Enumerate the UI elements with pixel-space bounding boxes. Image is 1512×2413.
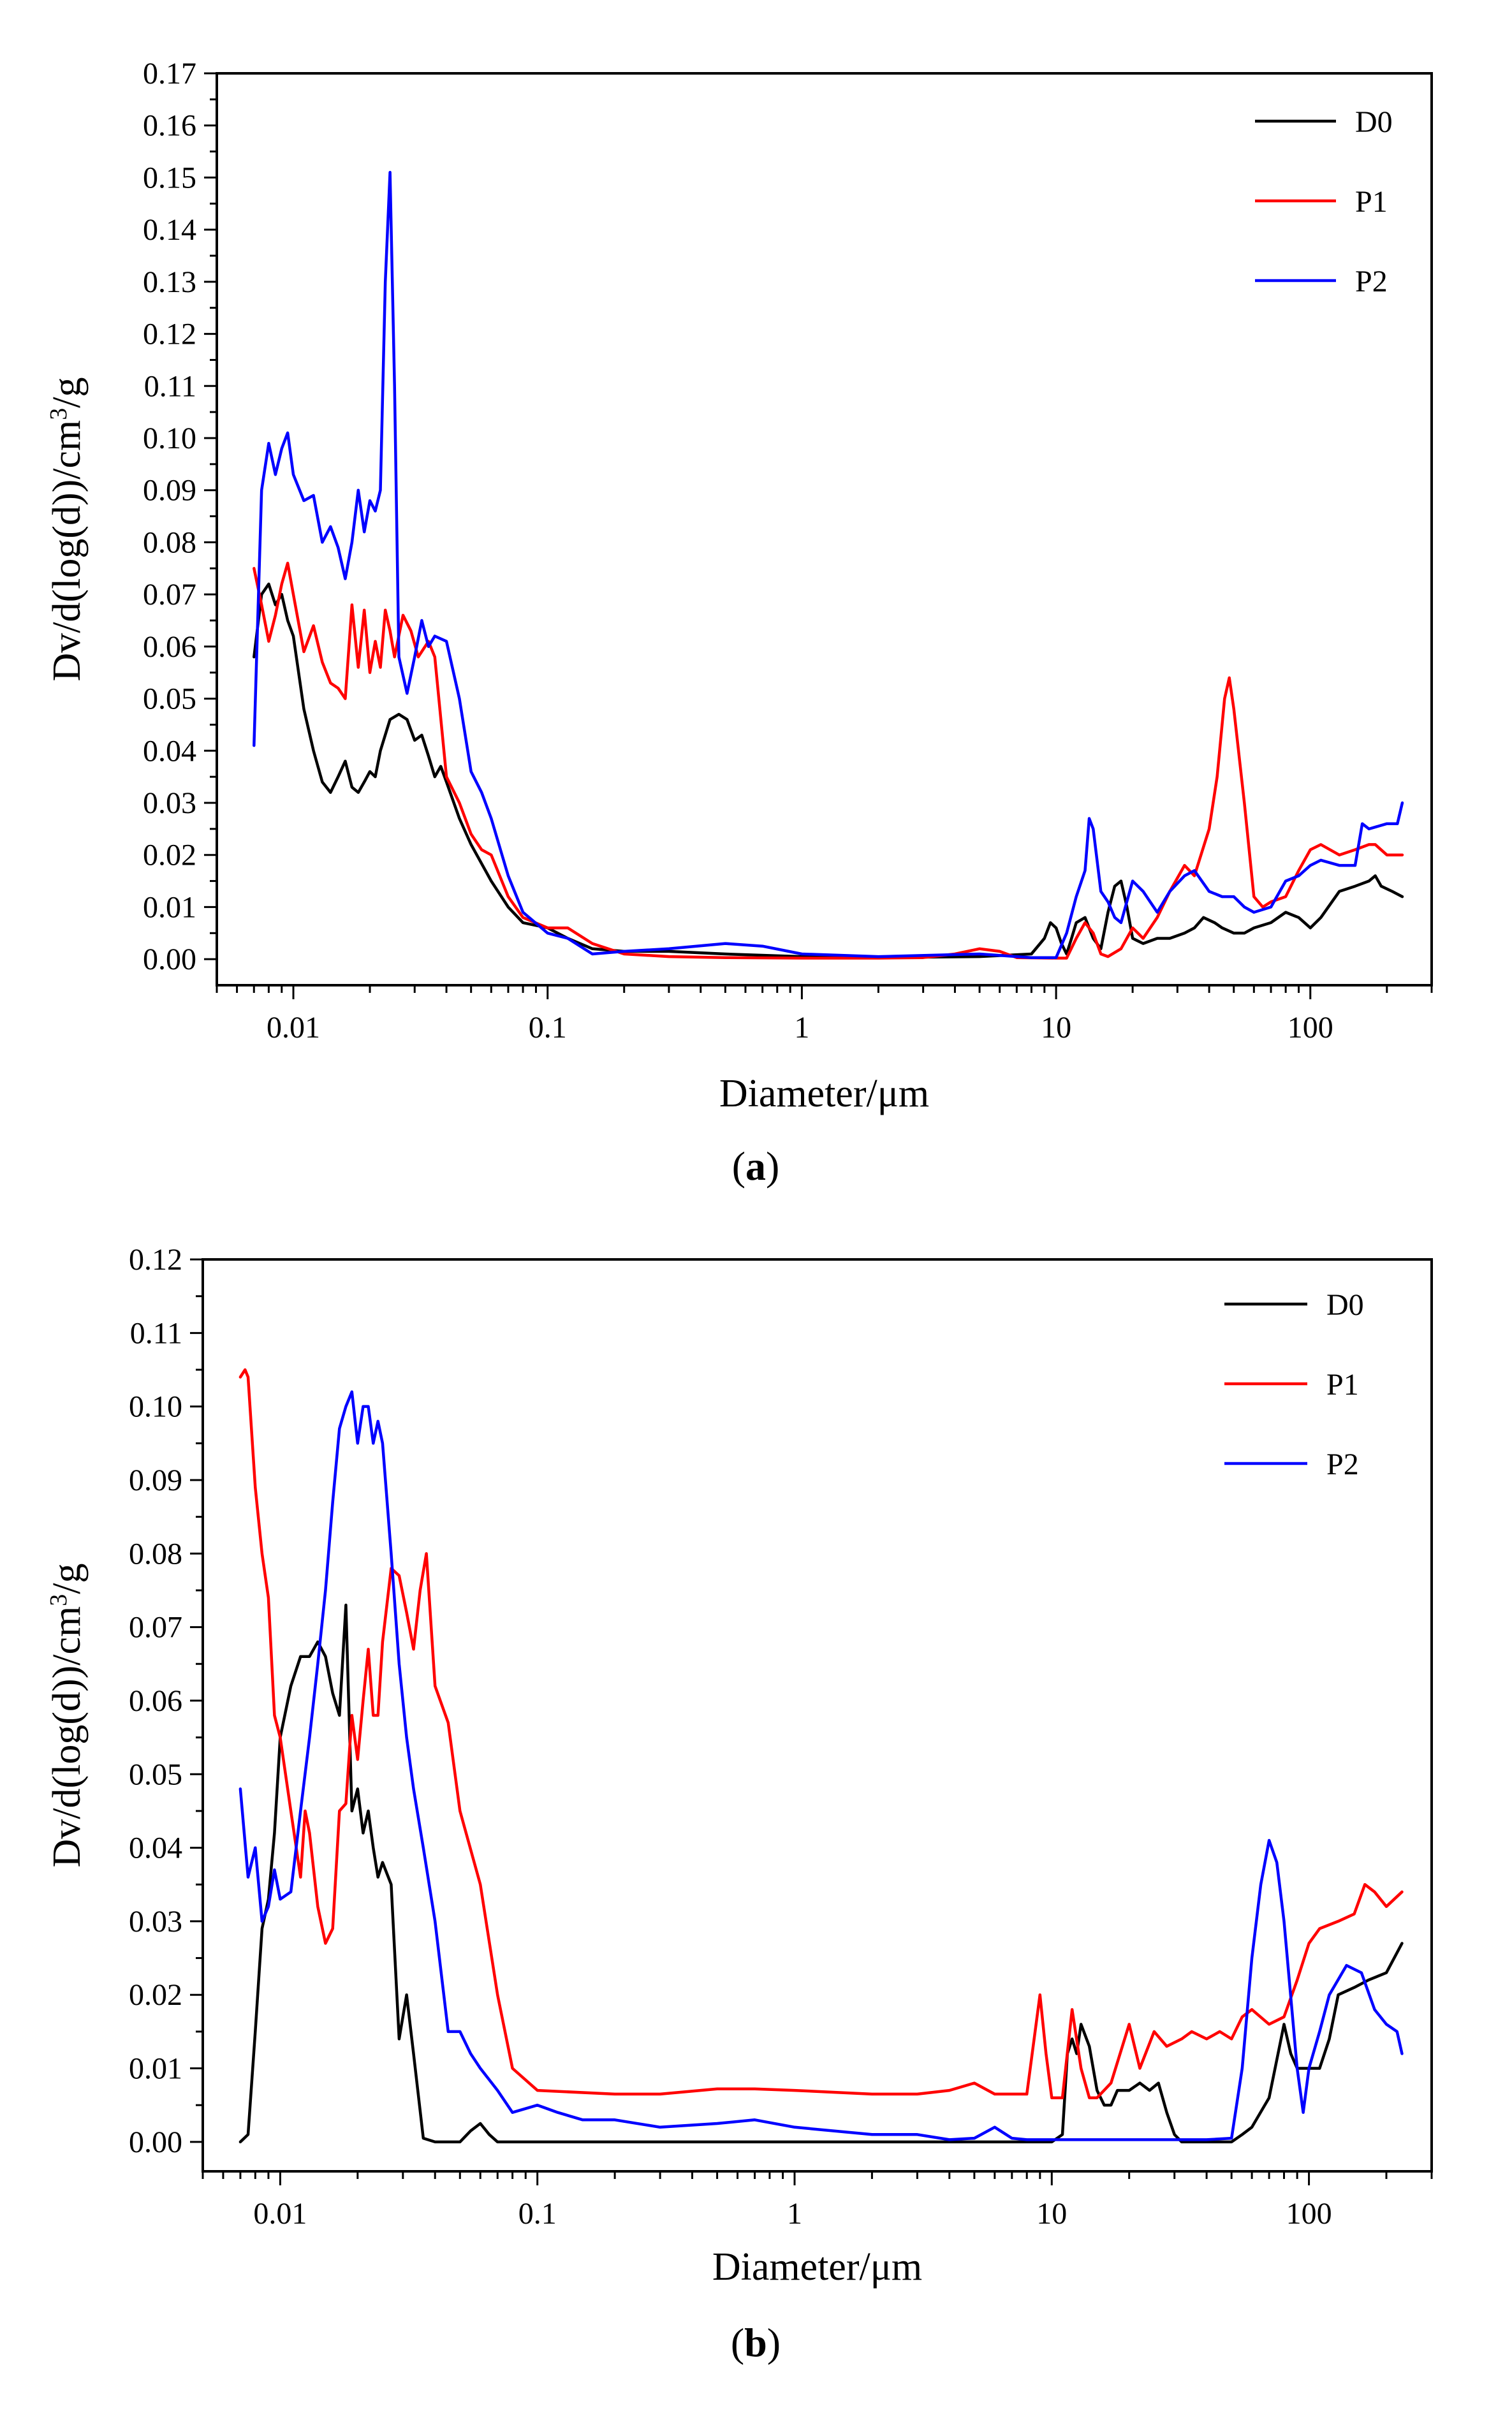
y-tick-label: 0.01: [143, 890, 196, 924]
y-tick-label: 0.03: [143, 786, 196, 820]
chart-panel-b: 0.01 0.1 1 10 1000.000.010.020.030.040.050.0…: [45, 1243, 1433, 2365]
legend-label-p2: P2: [1355, 265, 1388, 298]
y-tick-label: 0.17: [143, 57, 196, 91]
y-axis-label: Dv/d(log(d))/cm3/g: [45, 377, 89, 681]
y-axis-label: Dv/d(log(d))/cm3/g: [45, 1563, 89, 1867]
y-tick-label: 0.06: [129, 1684, 182, 1718]
y-tick-label: 0.13: [143, 265, 196, 299]
chart-panel-a: 0.01 0.1 1 10 1000.000.010.020.030.040.050.0…: [45, 57, 1433, 1189]
panel-label: (b): [731, 2320, 781, 2365]
y-tick-label: 0.06: [143, 630, 196, 664]
x-tick-label: 0.01: [267, 1011, 320, 1045]
x-tick-label: 1: [787, 2197, 802, 2231]
series-line-p1: [239, 1368, 1404, 2099]
y-tick-label: 0.05: [129, 1757, 182, 1791]
x-tick-label: 100: [1286, 2197, 1332, 2231]
y-tick-label: 0.14: [143, 213, 196, 247]
y-tick-label: 0.09: [143, 474, 196, 508]
y-tick-label: 0.10: [129, 1390, 182, 1424]
y-tick-label: 0.04: [129, 1831, 182, 1865]
plot-frame: [202, 1258, 1433, 2173]
legend-label-p2: P2: [1326, 1448, 1359, 1481]
x-tick-label: 1: [794, 1011, 809, 1045]
panel-label: (a): [732, 1143, 780, 1189]
plot-frame: [216, 72, 1433, 986]
y-tick-label: 0.11: [144, 369, 196, 403]
y-tick-label: 0.00: [143, 942, 196, 976]
y-tick-label: 0.02: [129, 1978, 182, 2012]
x-tick-label: 10: [1041, 1011, 1071, 1045]
y-tick-label: 0.07: [143, 578, 196, 612]
y-tick-label: 0.09: [129, 1463, 182, 1497]
y-tick-label: 0.04: [143, 734, 196, 768]
legend-label-p1: P1: [1326, 1368, 1359, 1402]
legend-label-d0: D0: [1326, 1288, 1364, 1322]
y-tick-label: 0.16: [143, 109, 196, 143]
x-tick-label: 0.1: [529, 1011, 567, 1045]
series-line-p2: [253, 171, 1404, 959]
y-tick-label: 0.01: [129, 2052, 182, 2086]
y-tick-label: 0.05: [143, 682, 196, 716]
series-group: [253, 171, 1404, 960]
y-tick-label: 0.03: [129, 1905, 182, 1939]
y-tick-label: 0.08: [143, 525, 196, 559]
y-tick-label: 0.02: [143, 839, 196, 872]
y-tick-label: 0.11: [130, 1316, 182, 1350]
y-tick-label: 0.00: [129, 2125, 182, 2159]
y-tick-label: 0.10: [143, 422, 196, 455]
y-tick-label: 0.15: [143, 161, 196, 194]
y-tick-label: 0.12: [143, 318, 196, 351]
series-group: [239, 1368, 1404, 2144]
series-line-p1: [253, 561, 1404, 960]
y-tick-label: 0.07: [129, 1611, 182, 1645]
legend-label-p1: P1: [1355, 185, 1388, 219]
legend-label-d0: D0: [1355, 105, 1393, 139]
x-axis-label: Diameter/μm: [712, 2245, 922, 2289]
x-axis-label: Diameter/μm: [719, 1072, 929, 1115]
series-line-d0: [239, 1603, 1404, 2144]
y-tick-label: 0.12: [129, 1243, 182, 1277]
x-tick-label: 0.1: [518, 2197, 557, 2231]
y-tick-label: 0.08: [129, 1537, 182, 1571]
x-tick-label: 0.01: [253, 2197, 307, 2231]
series-line-p2: [239, 1390, 1404, 2141]
x-tick-label: 10: [1036, 2197, 1067, 2231]
x-tick-label: 100: [1288, 1011, 1333, 1045]
